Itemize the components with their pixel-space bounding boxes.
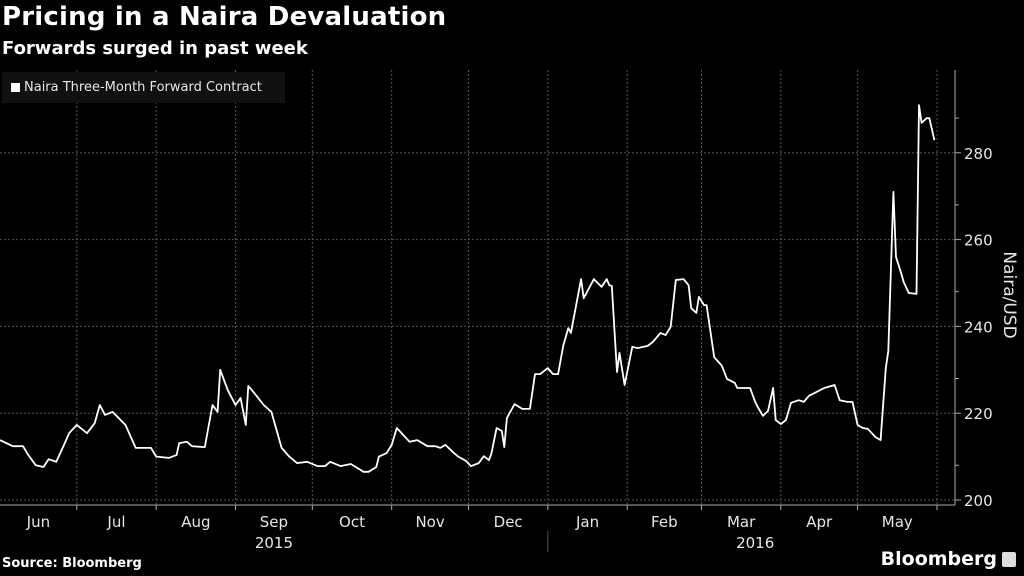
- x-tick-label: Dec: [494, 513, 523, 531]
- x-tick-label: Feb: [651, 513, 678, 531]
- x-tick-label: Jul: [106, 513, 125, 531]
- series-line: [0, 104, 936, 473]
- gridlines: [0, 70, 955, 505]
- bloomberg-logo: Bloomberg: [881, 548, 1016, 570]
- y-axis-label: Naira/USD: [999, 251, 1019, 338]
- y-tick-label: 200: [964, 492, 993, 510]
- y-tick-label: 220: [964, 405, 993, 423]
- brand-name: Bloomberg: [880, 548, 997, 570]
- x-tick-label: Apr: [806, 513, 833, 531]
- legend-swatch: [11, 83, 20, 92]
- chart-bars-icon: [1002, 551, 1016, 567]
- legend: Naira Three-Month Forward Contract: [2, 72, 285, 103]
- y-tick-label: 260: [964, 232, 993, 250]
- y-tick-label: 240: [964, 318, 993, 336]
- source-note: Source: Bloomberg: [2, 556, 142, 571]
- y-tick-label: 280: [964, 145, 993, 163]
- x-tick-label: Oct: [339, 513, 365, 531]
- x-year-label: 2016: [736, 534, 774, 552]
- x-tick-label: Sep: [260, 513, 288, 531]
- legend-label: Naira Three-Month Forward Contract: [24, 80, 262, 95]
- x-year-label: 2015: [255, 534, 293, 552]
- x-tick-label: Mar: [727, 513, 756, 531]
- x-tick-label: Jan: [575, 513, 599, 531]
- chart-subtitle: Forwards surged in past week: [2, 38, 308, 59]
- x-tick-label: Aug: [181, 513, 210, 531]
- x-tick-label: Nov: [415, 513, 444, 531]
- series-layer: [0, 104, 936, 473]
- x-tick-label: May: [882, 513, 913, 531]
- chart-title: Pricing in a Naira Devaluation: [2, 2, 447, 32]
- axes: 200 220 240 260 280 Jun Jul Aug Sep Oct Nov Dec Jan F…: [0, 70, 993, 552]
- x-tick-label: Jun: [26, 513, 50, 531]
